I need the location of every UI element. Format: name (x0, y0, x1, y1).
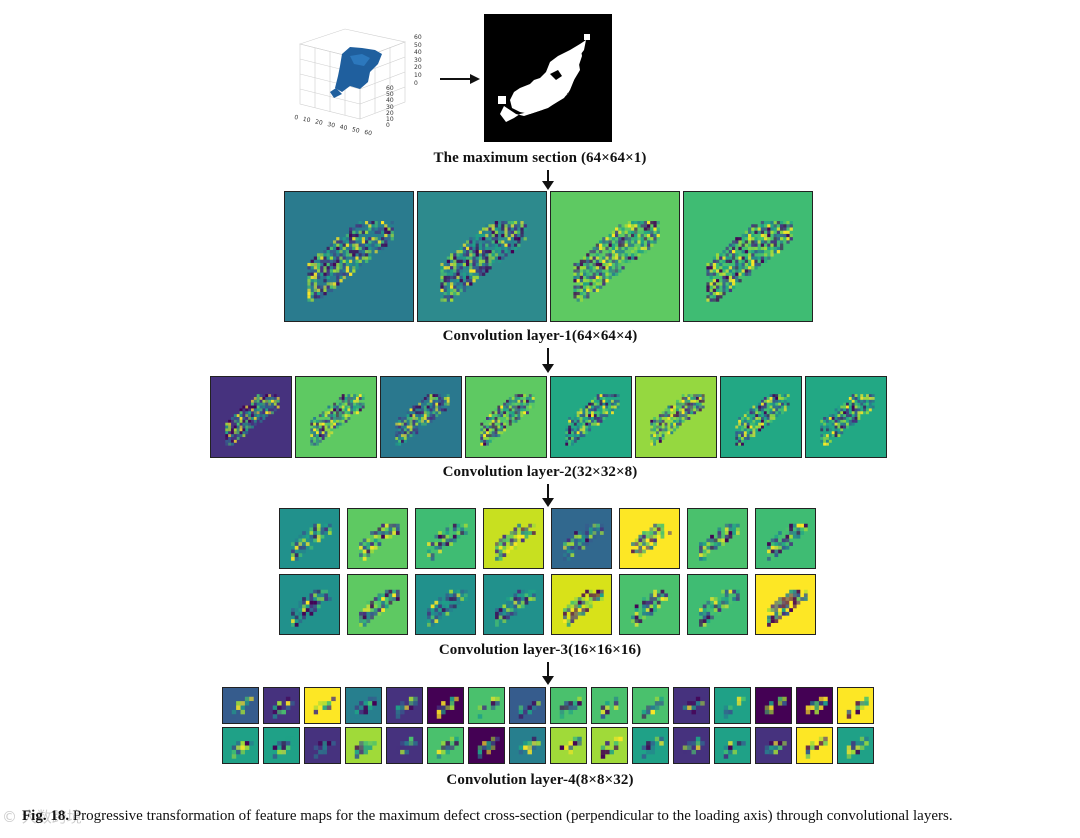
feature-map-4-24 (509, 727, 546, 764)
feature-map-4-31 (796, 727, 833, 764)
feature-map-4-7 (468, 687, 505, 724)
feature-map-3-1 (279, 508, 340, 569)
feature-map-2-7 (720, 376, 802, 458)
watermark: © 大数跨境 (2, 808, 82, 826)
feature-map-2-5 (550, 376, 632, 458)
binary-section-image (484, 14, 612, 142)
feature-map-4-18 (263, 727, 300, 764)
feature-map-4-22 (427, 727, 464, 764)
feature-map-4-6 (427, 687, 464, 724)
feature-map-4-28 (673, 727, 710, 764)
feature-map-4-21 (386, 727, 423, 764)
voxel-3d-plot: 60 50 40 30 20 10 0 0 10 20 30 40 50 60 60 50 40… (290, 14, 430, 144)
feature-map-3-5 (551, 508, 612, 569)
feature-map-3-6 (619, 508, 680, 569)
conv-layer-2-caption: Convolution layer-2(32×32×8) (442, 464, 638, 480)
feature-map-4-4 (345, 687, 382, 724)
feature-map-4-17 (222, 727, 259, 764)
feature-map-2-4 (465, 376, 547, 458)
feature-map-4-16 (837, 687, 874, 724)
feature-map-4-27 (632, 727, 669, 764)
feature-map-3-10 (347, 574, 408, 635)
feature-map-3-13 (551, 574, 612, 635)
feature-map-4-19 (304, 727, 341, 764)
feature-map-4-3 (304, 687, 341, 724)
feature-map-3-9 (279, 574, 340, 635)
right-arrow (440, 72, 480, 86)
feature-map-4-8 (509, 687, 546, 724)
feature-map-4-25 (550, 727, 587, 764)
feature-map-3-8 (755, 508, 816, 569)
feature-map-4-20 (345, 727, 382, 764)
feature-map-2-8 (805, 376, 887, 458)
down-arrow (542, 348, 554, 374)
feature-map-4-14 (755, 687, 792, 724)
feature-map-1-1 (284, 191, 414, 322)
feature-map-2-6 (635, 376, 717, 458)
feature-map-4-23 (468, 727, 505, 764)
y-axis-ticks: 60 50 40 30 20 10 0 (386, 85, 394, 130)
feature-map-3-16 (755, 574, 816, 635)
conv-layer-4-caption: Convolution layer-4(8×8×32) (446, 772, 634, 788)
feature-map-4-11 (632, 687, 669, 724)
feature-map-1-2 (417, 191, 547, 322)
feature-map-3-15 (687, 574, 748, 635)
down-arrow (542, 170, 554, 190)
conv-layer-1-caption: Convolution layer-1(64×64×4) (442, 328, 638, 344)
feature-map-4-26 (591, 727, 628, 764)
feature-map-2-1 (210, 376, 292, 458)
down-arrow (542, 662, 554, 686)
feature-map-3-4 (483, 508, 544, 569)
feature-map-2-3 (380, 376, 462, 458)
feature-map-3-7 (687, 508, 748, 569)
feature-map-2-2 (295, 376, 377, 458)
feature-map-3-12 (483, 574, 544, 635)
feature-map-3-3 (415, 508, 476, 569)
feature-map-4-29 (714, 727, 751, 764)
conv-layer-3-caption: Convolution layer-3(16×16×16) (438, 642, 642, 658)
feature-map-3-14 (619, 574, 680, 635)
z-axis-ticks: 60 50 40 30 20 10 0 (414, 34, 422, 87)
feature-map-3-11 (415, 574, 476, 635)
feature-map-4-15 (796, 687, 833, 724)
feature-map-1-3 (550, 191, 680, 322)
feature-map-4-5 (386, 687, 423, 724)
feature-map-4-1 (222, 687, 259, 724)
feature-map-4-13 (714, 687, 751, 724)
section-caption: The maximum section (64×64×1) (433, 150, 647, 166)
feature-map-4-30 (755, 727, 792, 764)
feature-map-4-32 (837, 727, 874, 764)
feature-map-1-4 (683, 191, 813, 322)
feature-map-4-2 (263, 687, 300, 724)
feature-map-4-9 (550, 687, 587, 724)
feature-map-4-12 (673, 687, 710, 724)
down-arrow (542, 484, 554, 508)
feature-map-3-2 (347, 508, 408, 569)
feature-map-4-10 (591, 687, 628, 724)
figure-caption: Fig. 18. Progressive transformation of f… (22, 808, 953, 824)
